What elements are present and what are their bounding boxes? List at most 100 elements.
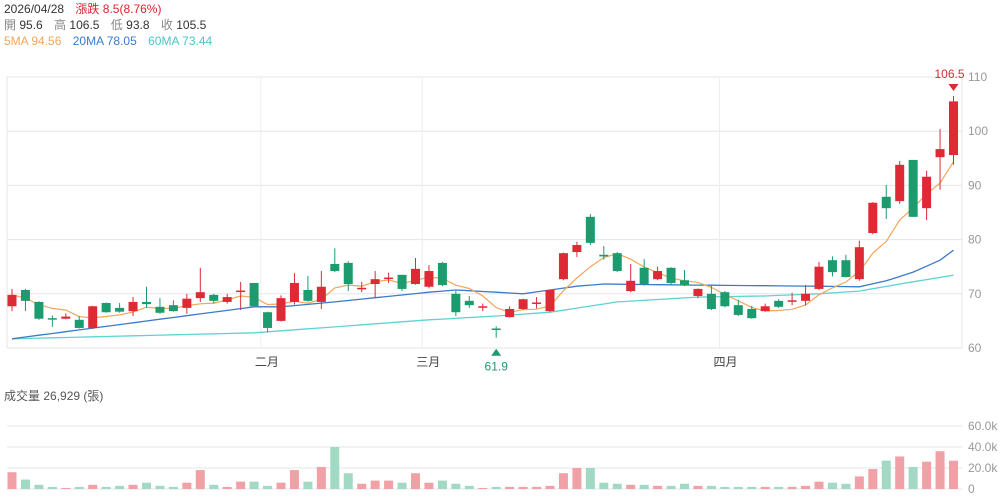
low-marker-label: 61.9 xyxy=(485,360,509,374)
candle-down xyxy=(639,267,649,285)
price-tick-label: 90 xyxy=(968,178,982,192)
volume-bar xyxy=(801,485,811,489)
candle-up xyxy=(505,308,515,318)
candle-down xyxy=(841,260,851,277)
candle-up xyxy=(88,306,98,328)
candle-up xyxy=(922,176,932,209)
candle-down xyxy=(827,260,837,273)
candle-down xyxy=(881,196,891,209)
volume-bar xyxy=(343,473,353,489)
candle-down xyxy=(720,292,730,307)
candle-up xyxy=(545,290,555,312)
volume-bar xyxy=(827,482,837,489)
volume-bar xyxy=(437,480,447,489)
volume-bar xyxy=(236,481,246,489)
volume-unit: (張) xyxy=(83,389,104,403)
candle-down xyxy=(747,308,757,319)
candle-up xyxy=(384,277,394,280)
volume-bar xyxy=(370,480,380,489)
volume-bar xyxy=(7,472,17,489)
volume-bar xyxy=(949,460,958,489)
volume-tick-label: 40.0k xyxy=(968,440,998,454)
volume-bar xyxy=(289,470,299,489)
ma60-line xyxy=(11,274,954,340)
price-tick-label: 100 xyxy=(968,124,988,138)
volume-bar xyxy=(424,482,434,489)
candle-down xyxy=(47,318,57,320)
candle-down xyxy=(706,293,716,309)
volume-bar xyxy=(357,483,367,489)
change-label: 漲跌 xyxy=(75,2,100,16)
candle-up xyxy=(276,298,286,321)
candle-down xyxy=(249,282,259,307)
volume-bar xyxy=(841,483,851,489)
volume-bar xyxy=(653,485,663,489)
volume-bar xyxy=(881,460,891,489)
volume-bar xyxy=(222,486,232,489)
volume-bar xyxy=(935,451,945,489)
month-label: 四月 xyxy=(713,355,737,369)
candle-up xyxy=(411,268,420,285)
candle-down xyxy=(101,303,111,313)
volume-bar xyxy=(34,484,44,489)
month-label: 三月 xyxy=(416,355,440,369)
volume-bar xyxy=(787,486,797,489)
volume-bar xyxy=(814,481,824,489)
volume-bar xyxy=(854,476,864,489)
candle-up xyxy=(787,300,797,302)
candle-up xyxy=(222,297,232,302)
ma-legend: 5MA 94.56 20MA 78.05 60MA 73.44 xyxy=(4,33,212,49)
candle-down xyxy=(666,267,676,283)
volume-bar xyxy=(558,473,568,489)
volume-bar xyxy=(142,482,151,489)
volume-bar xyxy=(61,487,71,489)
candle-up xyxy=(895,164,905,202)
candle-down xyxy=(34,301,44,319)
low-marker-icon xyxy=(491,348,502,356)
quote-date-row: 2026/04/28 漲跌 8.5(8.76%) xyxy=(4,1,161,17)
volume-bar xyxy=(895,456,905,489)
candle-up xyxy=(357,287,367,290)
high-marker-label: 106.5 xyxy=(934,67,964,81)
candle-up xyxy=(7,294,17,307)
open-label: 開 xyxy=(4,18,17,32)
volume-bar xyxy=(182,482,192,489)
candle-up xyxy=(195,292,205,299)
volume-bar xyxy=(518,486,528,489)
low-label: 低 xyxy=(110,18,123,32)
volume-bar xyxy=(706,485,716,489)
volume-bar xyxy=(101,486,111,489)
volume-bar xyxy=(168,486,178,489)
volume-bar xyxy=(868,469,878,489)
candle-up xyxy=(558,253,568,280)
candle-down xyxy=(330,263,340,272)
candle-up xyxy=(370,279,380,285)
volume-bar xyxy=(155,485,165,489)
quote-date: 2026/04/28 xyxy=(4,2,65,16)
volume-tick-label: 0 xyxy=(968,482,975,496)
volume-bar xyxy=(747,486,757,489)
price-tick-label: 110 xyxy=(968,70,987,84)
volume-bar xyxy=(680,483,689,489)
candle-up xyxy=(572,245,582,253)
candle-down xyxy=(464,300,474,306)
candle-up xyxy=(289,282,299,302)
candle-down xyxy=(397,274,407,289)
candle-down xyxy=(74,319,84,328)
candle-down xyxy=(303,290,313,301)
volume-bar xyxy=(585,468,595,489)
candle-down xyxy=(451,293,461,313)
volume-bar xyxy=(908,466,918,489)
volume-bar xyxy=(478,487,488,489)
volume-bar xyxy=(733,486,743,489)
candle-down xyxy=(263,312,273,328)
candle-down xyxy=(908,159,918,217)
volume-label: 成交量 xyxy=(4,389,41,403)
candle-down xyxy=(680,280,689,286)
candle-up xyxy=(935,149,945,158)
candle-down xyxy=(733,305,743,315)
volume-bar xyxy=(263,485,273,489)
candle-up xyxy=(760,306,770,312)
candle-down xyxy=(491,328,501,330)
